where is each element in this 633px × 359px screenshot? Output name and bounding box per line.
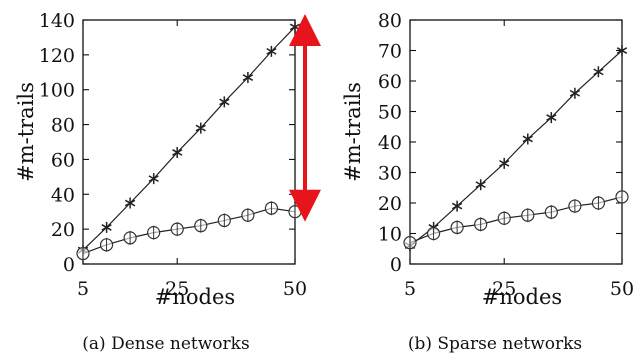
y-tick-label: 70: [378, 41, 402, 63]
x-axis-label: #nodes: [482, 285, 562, 309]
x-axis-label: #nodes: [155, 285, 235, 309]
y-tick-label: 20: [51, 219, 75, 241]
y-tick-label: 50: [378, 102, 402, 124]
x-tick-label: 5: [404, 278, 416, 300]
y-tick-label: 80: [51, 115, 75, 137]
x-tick-label: 25: [492, 278, 516, 300]
data-point-star: [242, 72, 254, 83]
data-point-star: [266, 45, 277, 57]
x-tick-label: 5: [77, 278, 89, 300]
y-tick-label: 120: [39, 45, 75, 67]
subfigure-caption: (b) Sparse networks: [408, 334, 582, 354]
data-point-star: [124, 197, 136, 209]
y-tick-label: 0: [390, 254, 402, 276]
x-tick-label: 50: [283, 278, 307, 300]
data-point-star: [172, 147, 183, 158]
series-line-star: [409, 50, 623, 247]
data-point-star: [148, 173, 159, 185]
y-tick-label: 140: [39, 10, 75, 32]
series-line-circle: [409, 196, 623, 244]
data-point-star: [522, 133, 533, 145]
data-point-star: [569, 87, 581, 99]
y-tick-label: 20: [378, 193, 402, 215]
data-point-star: [593, 66, 604, 78]
y-tick-label: 100: [39, 80, 75, 102]
data-point-star: [499, 157, 510, 169]
data-point-star: [101, 221, 112, 233]
data-point-star: [475, 179, 486, 191]
data-point-star: [546, 112, 557, 124]
y-tick-label: 0: [63, 254, 75, 276]
data-point-star: [219, 96, 230, 108]
data-point-star: [195, 122, 206, 134]
subfigure-caption: (a) Dense networks: [82, 334, 249, 354]
series-line-circle: [82, 207, 296, 255]
y-tick-label: 30: [378, 163, 402, 185]
y-axis-label: #m-trails: [14, 82, 38, 182]
y-axis-label: #m-trails: [341, 82, 365, 182]
y-tick-label: 60: [51, 149, 75, 171]
y-tick-label: 80: [378, 10, 402, 32]
y-tick-label: 40: [51, 184, 75, 206]
sparse-networks-chart: 0 10 20 30 40 50 60 70 80 5 25 50 #nodes #m-trails (b)…: [341, 10, 633, 354]
plot-frame: [409, 19, 623, 265]
y-tick-label: 10: [378, 224, 402, 246]
x-tick-label: 25: [165, 278, 189, 300]
data-point-star: [451, 200, 463, 212]
dense-networks-chart: 0 20 40 60 80 100 120 140 5 25 50 #nodes #m-trails (a…: [14, 10, 321, 354]
series-line-star: [82, 26, 296, 251]
data-point-star: [616, 45, 628, 56]
y-tick-label: 40: [378, 132, 402, 154]
x-tick-label: 50: [610, 278, 633, 300]
y-tick-label: 60: [378, 71, 402, 93]
